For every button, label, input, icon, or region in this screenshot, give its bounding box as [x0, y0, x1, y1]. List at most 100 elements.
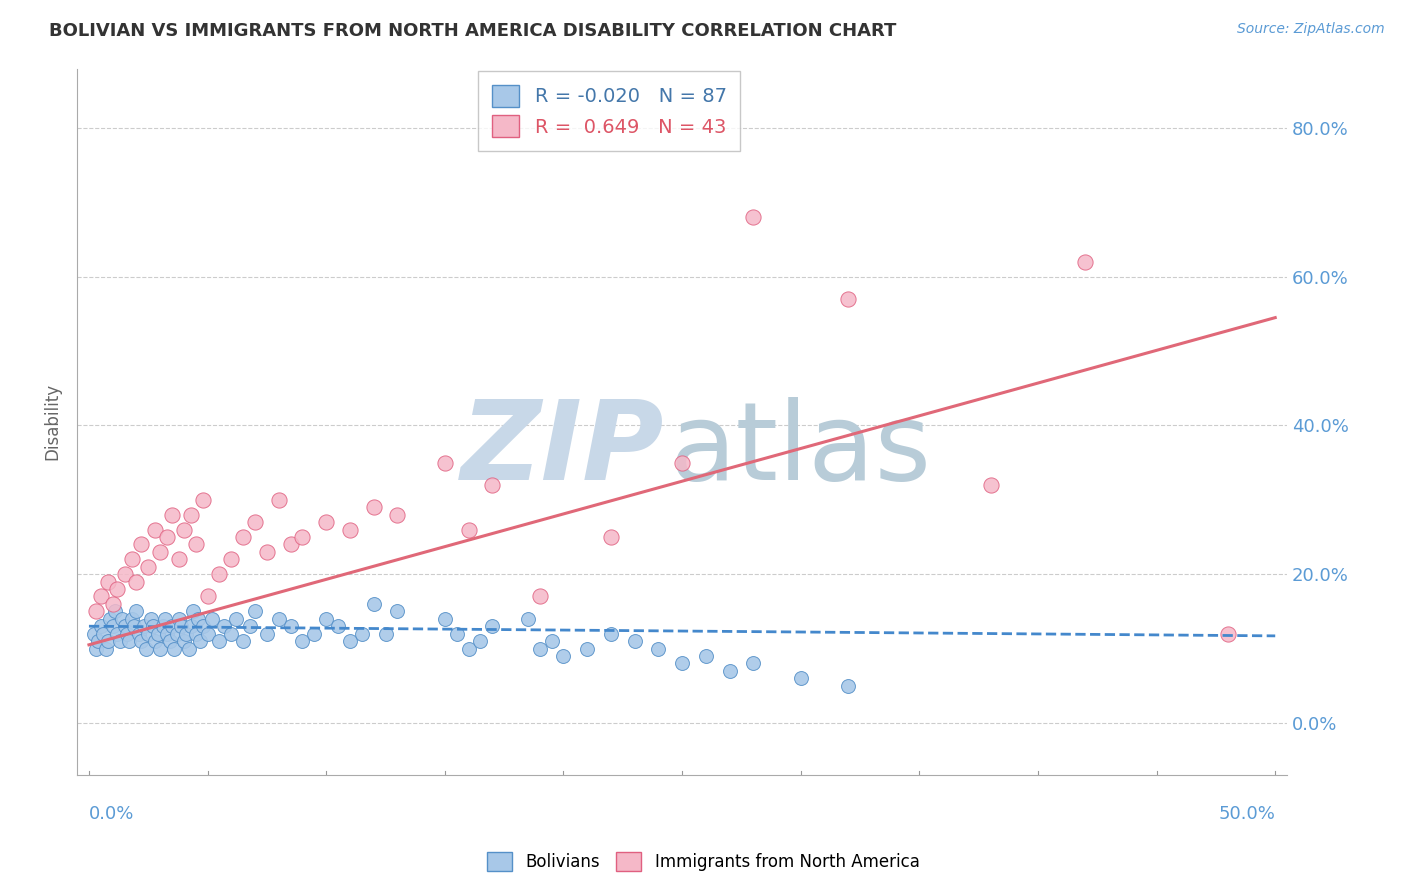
Point — [149, 545, 172, 559]
Point — [177, 641, 200, 656]
Point — [540, 634, 562, 648]
Text: BOLIVIAN VS IMMIGRANTS FROM NORTH AMERICA DISABILITY CORRELATION CHART: BOLIVIAN VS IMMIGRANTS FROM NORTH AMERIC… — [49, 22, 897, 40]
Point — [191, 619, 214, 633]
Point — [173, 523, 195, 537]
Point — [107, 626, 129, 640]
Point — [90, 590, 112, 604]
Point — [339, 523, 361, 537]
Point — [470, 634, 492, 648]
Point — [201, 612, 224, 626]
Point — [83, 626, 105, 640]
Point — [135, 641, 157, 656]
Point — [529, 641, 551, 656]
Point — [304, 626, 326, 640]
Legend: Bolivians, Immigrants from North America: Bolivians, Immigrants from North America — [478, 843, 928, 880]
Point — [108, 634, 131, 648]
Point — [114, 619, 136, 633]
Point — [152, 619, 174, 633]
Point — [326, 619, 349, 633]
Point — [837, 292, 859, 306]
Point — [91, 626, 114, 640]
Point — [576, 641, 599, 656]
Point — [145, 523, 167, 537]
Point — [291, 634, 314, 648]
Text: Source: ZipAtlas.com: Source: ZipAtlas.com — [1237, 22, 1385, 37]
Point — [84, 641, 107, 656]
Point — [280, 619, 302, 633]
Point — [114, 567, 136, 582]
Point — [339, 634, 361, 648]
Point — [516, 612, 538, 626]
Point — [159, 634, 181, 648]
Point — [979, 478, 1001, 492]
Point — [387, 508, 409, 522]
Point — [315, 612, 337, 626]
Point — [180, 619, 202, 633]
Point — [225, 612, 247, 626]
Point — [139, 612, 162, 626]
Point — [156, 530, 179, 544]
Point — [170, 619, 193, 633]
Point — [167, 552, 190, 566]
Text: 0.0%: 0.0% — [89, 805, 135, 823]
Point — [129, 634, 152, 648]
Point — [101, 597, 124, 611]
Y-axis label: Disability: Disability — [44, 384, 60, 460]
Point — [647, 641, 669, 656]
Point — [84, 604, 107, 618]
Text: 50.0%: 50.0% — [1219, 805, 1275, 823]
Point — [481, 478, 503, 492]
Point — [446, 626, 468, 640]
Text: ZIP: ZIP — [460, 396, 664, 503]
Point — [742, 211, 765, 225]
Point — [239, 619, 262, 633]
Point — [433, 612, 456, 626]
Point — [163, 641, 186, 656]
Point — [197, 590, 219, 604]
Point — [208, 634, 231, 648]
Point — [433, 456, 456, 470]
Point — [183, 604, 205, 618]
Point — [212, 619, 235, 633]
Point — [553, 648, 575, 663]
Point — [97, 574, 120, 589]
Point — [232, 530, 254, 544]
Point — [107, 582, 129, 596]
Point — [101, 619, 124, 633]
Point — [97, 634, 120, 648]
Point — [243, 515, 266, 529]
Point — [184, 626, 207, 640]
Point — [363, 500, 385, 515]
Point — [142, 619, 165, 633]
Point — [87, 634, 110, 648]
Point — [671, 456, 693, 470]
Point — [623, 634, 645, 648]
Point — [174, 626, 197, 640]
Point — [243, 604, 266, 618]
Point — [600, 530, 623, 544]
Point — [197, 626, 219, 640]
Point — [457, 641, 479, 656]
Point — [256, 626, 278, 640]
Point — [256, 545, 278, 559]
Point — [145, 634, 167, 648]
Point — [267, 612, 290, 626]
Point — [180, 508, 202, 522]
Point — [121, 552, 143, 566]
Point — [280, 537, 302, 551]
Point — [128, 626, 150, 640]
Point — [232, 634, 254, 648]
Point — [718, 664, 741, 678]
Point — [146, 626, 169, 640]
Point — [789, 671, 811, 685]
Point — [374, 626, 396, 640]
Point — [267, 492, 290, 507]
Point — [190, 634, 212, 648]
Point — [350, 626, 373, 640]
Point — [153, 612, 176, 626]
Point — [118, 634, 141, 648]
Point — [111, 612, 134, 626]
Point — [125, 574, 148, 589]
Point — [363, 597, 385, 611]
Point — [160, 619, 183, 633]
